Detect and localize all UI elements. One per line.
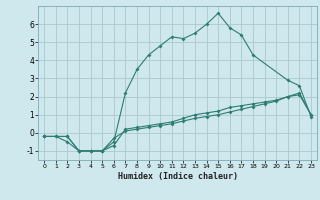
X-axis label: Humidex (Indice chaleur): Humidex (Indice chaleur) [118,172,238,181]
